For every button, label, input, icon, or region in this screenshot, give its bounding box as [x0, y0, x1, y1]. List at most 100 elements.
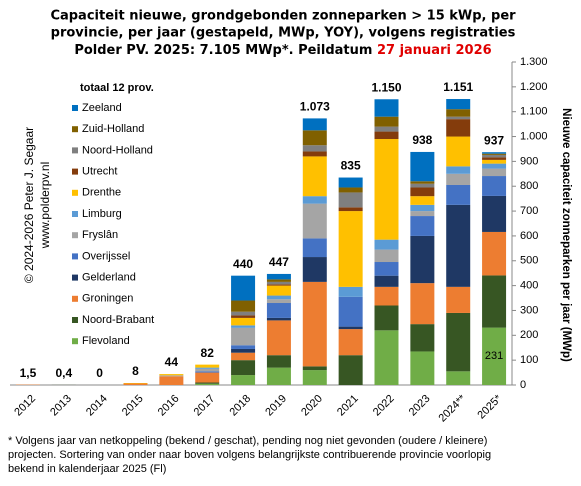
bar-segment: [375, 330, 399, 385]
title-line: Polder PV. 2025: 7.105 MWp*. Peildatum 2…: [74, 43, 491, 58]
y-tick-label: 400: [520, 280, 538, 292]
bar-segment: [375, 262, 399, 276]
x-tick-label: 2019: [263, 393, 289, 419]
y-tick-label: 100: [520, 354, 538, 366]
bar-segment: [482, 157, 506, 159]
y-tick-label: 500: [520, 255, 538, 267]
bar-segment: [339, 327, 363, 329]
x-tick-label: 2022: [371, 393, 397, 419]
x-tick-label: 2023: [407, 393, 433, 419]
bar-segment: [231, 353, 255, 360]
legend-swatch: [72, 253, 78, 259]
legend-label: Limburg: [82, 208, 122, 220]
bar-segment: [482, 155, 506, 157]
total-label: 0,4: [55, 366, 72, 380]
bar-segment: [195, 383, 219, 384]
x-tick-label: 2013: [48, 393, 74, 419]
total-label: 44: [165, 355, 179, 369]
data-label: 231: [485, 350, 503, 362]
legend-swatch: [72, 126, 78, 132]
bar-segment: [303, 145, 327, 151]
legend-label: Noord-Brabant: [82, 314, 154, 326]
bar-segment: [446, 99, 470, 109]
bar-segment: [482, 275, 506, 327]
x-tick-label: 2025*: [475, 392, 504, 421]
bar-segment: [446, 174, 470, 185]
bar-segment: [303, 204, 327, 239]
total-label: 835: [341, 159, 361, 173]
bar-segment: [303, 366, 327, 370]
bar-segment: [410, 236, 434, 283]
title-text: Polder PV. 2025: 7.105 MWp*. Peildatum: [74, 43, 377, 58]
bar-segment: [446, 287, 470, 313]
bar-segment: [446, 119, 470, 136]
bar-segment: [339, 287, 363, 297]
bar-segment: [410, 211, 434, 216]
legend-swatch: [72, 169, 78, 175]
bar-segment: [375, 99, 399, 116]
bar-segment: [231, 312, 255, 316]
footnote: * Volgens jaar van netkoppeling (bekend …: [8, 435, 487, 447]
total-label: 0: [96, 366, 103, 380]
bar-segment: [375, 240, 399, 250]
bar-segment: [446, 205, 470, 287]
bar-segment: [446, 185, 470, 205]
total-label: 938: [412, 133, 432, 147]
bar-segment: [446, 313, 470, 371]
legend-swatch: [72, 105, 78, 111]
bar-segment: [339, 355, 363, 385]
x-tick-label: 2024**: [437, 392, 469, 424]
bar-segment: [446, 166, 470, 173]
bar-segment: [375, 250, 399, 262]
bar-segment: [231, 318, 255, 325]
bar-segment: [231, 328, 255, 345]
bar-segment: [482, 176, 506, 196]
bar-segment: [410, 184, 434, 188]
bar-segment: [375, 132, 399, 139]
bar-segment: [159, 376, 183, 385]
legend-label: Noord-Holland: [82, 144, 153, 156]
bar-segment: [339, 329, 363, 355]
x-tick-label: 2021: [335, 393, 361, 419]
y-tick-label: 700: [520, 205, 538, 217]
legend-label: Gelderland: [82, 272, 136, 284]
bar-segment: [231, 315, 255, 317]
total-label: 447: [269, 255, 289, 269]
legend-label: Drenthe: [82, 187, 121, 199]
legend-swatch: [72, 317, 78, 323]
y-tick-label: 0: [520, 379, 526, 391]
legend-label: Utrecht: [82, 166, 117, 178]
credit: © 2024-2026 Peter J. Segaar: [22, 127, 36, 283]
bar-segment: [410, 324, 434, 351]
title-date: 27 januari 2026: [377, 43, 492, 58]
bar-segment: [267, 320, 291, 355]
bar-segment: [303, 282, 327, 366]
bar-segment: [231, 360, 255, 375]
bar-segment: [482, 154, 506, 155]
bar-segment: [231, 349, 255, 353]
bar-segment: [124, 384, 148, 385]
legend-swatch: [72, 338, 78, 344]
y-tick-label: 300: [520, 304, 538, 316]
legend-swatch: [72, 275, 78, 281]
bar-segment: [482, 152, 506, 153]
total-label: 1.150: [371, 80, 401, 94]
bar-segment: [375, 276, 399, 287]
x-tick-label: 2017: [192, 393, 218, 419]
total-label: 1.151: [443, 80, 473, 94]
bar-segment: [375, 139, 399, 240]
bar-segment: [375, 127, 399, 132]
bar-segment: [375, 305, 399, 330]
legend-swatch: [72, 211, 78, 217]
bar-segment: [195, 365, 219, 368]
legend-label: Zuid-Holland: [82, 123, 144, 135]
bar-segment: [339, 178, 363, 188]
bar-segment: [410, 205, 434, 211]
bar-segment: [267, 296, 291, 300]
bar-segment: [339, 211, 363, 287]
bar-segment: [159, 375, 183, 376]
legend-swatch: [72, 296, 78, 302]
bar-segment: [303, 156, 327, 196]
bar-segment: [303, 130, 327, 145]
total-label: 82: [201, 346, 215, 360]
